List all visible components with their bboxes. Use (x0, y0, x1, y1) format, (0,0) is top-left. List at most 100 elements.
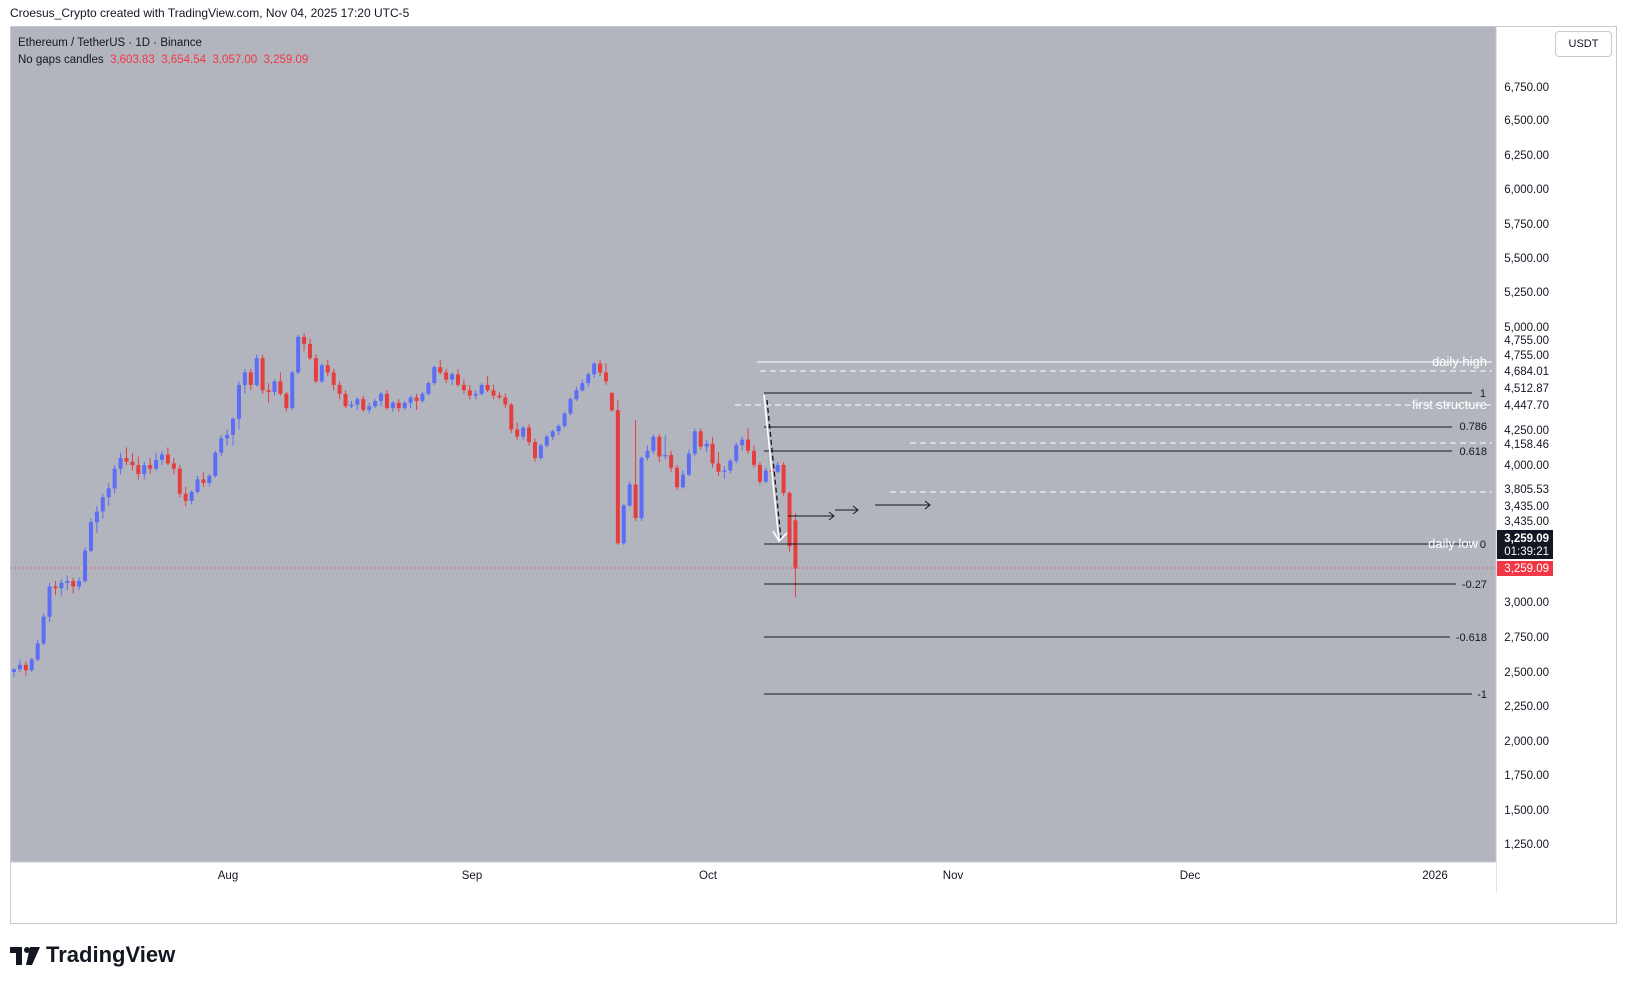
candle-down (313, 358, 318, 382)
candle-up (94, 511, 99, 523)
x-tick-dec: Dec (1180, 870, 1201, 882)
candle-up (272, 381, 277, 393)
candle-down (503, 397, 508, 405)
candle-down (124, 458, 129, 462)
candle-down (165, 454, 170, 464)
candle-down (746, 439, 751, 451)
price-level-label: 3,435.00 (1504, 516, 1549, 528)
candle-down (331, 372, 336, 385)
candle-down (201, 479, 206, 483)
candle-up (41, 616, 46, 644)
candle-down (361, 399, 366, 410)
y-tick-label: 1,500.00 (1504, 805, 1549, 817)
candle-down (461, 384, 466, 391)
candle-down (598, 363, 603, 373)
candle-down (485, 384, 490, 391)
candle-up (189, 491, 194, 501)
candle-up (296, 336, 301, 373)
price-level-label: 4,512.87 (1504, 383, 1549, 395)
candle-up (521, 427, 526, 437)
candle-down (509, 404, 514, 430)
candle-up (627, 484, 632, 506)
candle-up (621, 505, 626, 544)
candle-down (609, 393, 614, 411)
x-tick-aug: Aug (218, 870, 238, 882)
last-price-red-box (1497, 561, 1553, 576)
candle-up (349, 404, 354, 407)
fib-label-027: -0.27 (1462, 579, 1487, 591)
candle-up (225, 434, 230, 439)
candle-up (319, 365, 324, 382)
y-tick-label: 2,250.00 (1504, 701, 1549, 713)
fib-label-0618: 0.618 (1459, 446, 1487, 458)
time-axis-bg[interactable] (11, 862, 1496, 893)
candle-down (710, 443, 715, 464)
candle-up (29, 659, 34, 671)
candle-up (574, 390, 579, 400)
candle-down (781, 464, 786, 493)
candle-up (704, 443, 709, 447)
candle-down (787, 492, 792, 547)
candle-down (183, 493, 188, 501)
candle-up (390, 402, 395, 409)
fib-label-1-neg: -1 (1477, 689, 1487, 701)
candle-down (136, 465, 141, 475)
candle-up (59, 582, 64, 589)
candle-up (231, 418, 236, 435)
candle-down (343, 393, 348, 407)
y-tick-label: 4,250.00 (1504, 425, 1549, 437)
candle-down (23, 664, 28, 671)
candle-down (444, 372, 449, 380)
candle-up (100, 497, 105, 512)
tradingview-logo[interactable]: TradingView (10, 942, 175, 968)
candle-up (645, 450, 650, 458)
candle-down (615, 410, 620, 544)
candle-up (290, 372, 295, 409)
candle-up (373, 400, 378, 407)
candle-up (538, 445, 543, 459)
y-tick-label: 2,750.00 (1504, 632, 1549, 644)
price-level-label: 4,684.01 (1504, 366, 1549, 378)
candle-down (438, 367, 443, 373)
candle-up (112, 468, 117, 489)
y-tick-label: 1,750.00 (1504, 770, 1549, 782)
y-tick-label: 5,750.00 (1504, 219, 1549, 231)
candle-up (367, 406, 372, 410)
candle-down (248, 372, 253, 385)
price-axis-bg[interactable] (1496, 27, 1554, 893)
candle-down (396, 402, 401, 409)
annotation-daily-low: daily low (1428, 536, 1478, 551)
chart-plot-area[interactable] (11, 27, 1554, 893)
tradingview-logo-icon (10, 945, 40, 965)
symbol-title[interactable]: Ethereum / TetherUS · 1D · Binance (18, 37, 202, 49)
candle-up (728, 460, 733, 471)
candle-up (544, 436, 549, 446)
candle-up (775, 464, 780, 472)
annotation-first-structure: first structure (1412, 397, 1487, 412)
candle-down (669, 455, 674, 468)
candle-down (384, 393, 389, 409)
price-level-label: 3,805.53 (1504, 484, 1549, 496)
candle-down (491, 390, 496, 396)
candle-down (148, 465, 153, 469)
candle-down (260, 358, 265, 391)
fib-label-0618-neg: -0.618 (1456, 632, 1487, 644)
candle-up (686, 453, 691, 475)
structure-arrowhead-3 (924, 500, 931, 510)
ohlc-row: No gaps candles 3,603.83 3,654.54 3,057.… (18, 52, 308, 69)
y-tick-label: 2,000.00 (1504, 736, 1549, 748)
candles-layer (12, 333, 798, 678)
y-tick-label: 3,000.00 (1504, 597, 1549, 609)
candle-up (236, 384, 241, 419)
currency-button[interactable]: USDT (1555, 31, 1612, 57)
candle-up (254, 358, 259, 385)
candle-up (195, 479, 200, 492)
candle-up (473, 393, 478, 396)
candle-up (639, 457, 644, 519)
y-axis-ticks: 6,750.00 6,500.00 6,250.00 6,000.00 5,750.00… (1504, 82, 1549, 851)
candle-down (456, 374, 460, 385)
candle-up (550, 431, 555, 437)
candle-down (414, 397, 419, 401)
candle-down (177, 468, 182, 494)
candle-down (657, 436, 662, 457)
